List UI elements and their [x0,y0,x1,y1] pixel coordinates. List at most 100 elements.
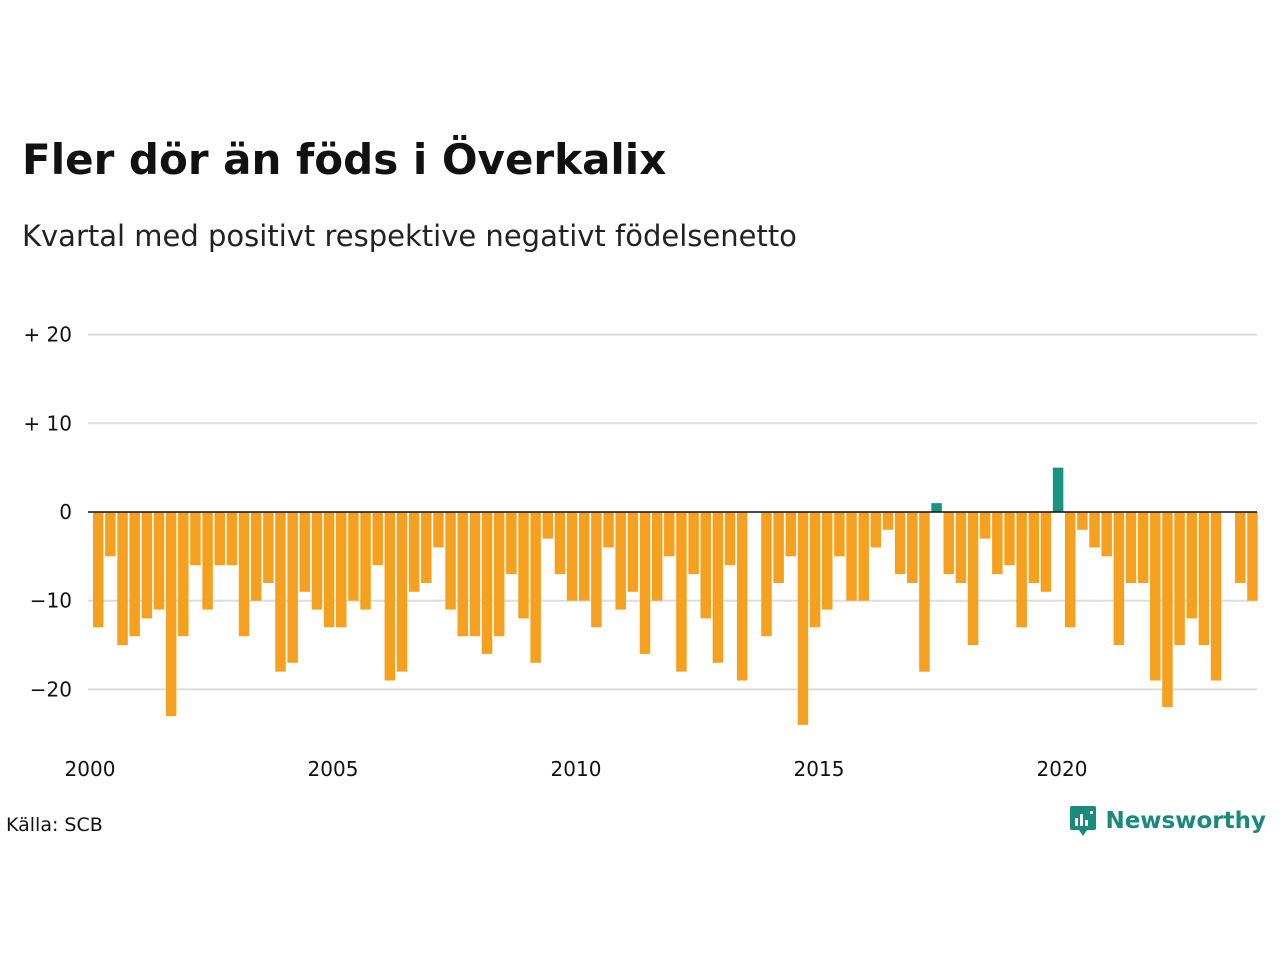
bar [858,512,869,601]
bar [955,512,967,583]
bar [129,512,140,637]
bar [967,512,979,646]
bar [822,512,833,610]
x-tick-label: 2020 [1037,757,1088,781]
bar [1089,512,1100,548]
y-tick-label: 0 [59,500,72,524]
bar [1052,467,1064,512]
bar [931,503,942,512]
y-tick-label: −20 [30,677,72,701]
bar [348,512,359,601]
brand[interactable]: Newsworthy [1069,804,1266,838]
bar [360,512,371,610]
bar [1040,512,1052,592]
bar [1065,512,1076,628]
source-note: Källa: SCB [6,814,103,836]
bar [651,512,663,601]
bar [1162,512,1173,708]
newsworthy-logo-icon [1070,806,1097,836]
bar [700,512,711,619]
bar [469,512,481,637]
bar [676,512,687,672]
x-tick-label: 2005 [308,757,359,781]
bar [396,512,408,672]
bar [214,512,225,566]
bar [882,512,894,530]
bar [1150,512,1161,681]
bar [336,512,347,628]
bar [712,512,724,663]
bar [105,512,116,557]
bar [190,512,201,566]
bar [481,512,493,654]
x-tick-label: 2010 [551,757,602,781]
bar [615,512,626,610]
bar [421,512,432,583]
y-tick-label: + 20 [23,323,72,347]
bar [894,512,906,575]
bar [943,512,954,575]
bar [834,512,845,557]
bar [846,512,857,601]
bar [1113,512,1125,646]
bar [773,512,784,583]
bar [797,512,809,725]
bar [664,512,675,557]
bar [372,512,383,566]
x-axis-ticks: 2000 2005 2010 2015 2020 [65,757,1088,781]
bar [992,512,1003,575]
bar [530,512,541,663]
chart-subtitle: Kvartal med positivt respektive negativt… [22,219,797,253]
bar [736,512,748,681]
bar [238,512,250,637]
bar [1137,512,1149,583]
bar [506,512,517,575]
bar [1235,512,1246,583]
bar [785,512,797,557]
bar [275,512,286,672]
bar [1077,512,1088,530]
bar [1247,512,1258,601]
bar [1028,512,1040,583]
x-tick-label: 2015 [794,757,845,781]
bar [287,512,298,663]
bar [408,512,420,592]
bar [226,512,238,566]
bar [93,512,104,628]
bar [433,512,444,548]
bar [117,512,128,646]
brand-name: Newsworthy [1105,808,1266,834]
bar [178,512,189,637]
bar [299,512,311,592]
bar [263,512,274,583]
bar [493,512,505,637]
bar [384,512,396,681]
bar [761,512,772,637]
bar [153,512,165,610]
bars [93,467,1258,725]
bar [566,512,578,601]
bar [1125,512,1137,583]
bar [579,512,590,601]
bar [518,512,529,619]
bar [1198,512,1210,646]
bar [870,512,882,548]
bar [250,512,262,601]
bar [202,512,213,610]
bar [724,512,736,566]
bar [165,512,177,717]
bar [141,512,153,619]
bar [919,512,930,672]
bar [1016,512,1027,628]
bar [445,512,456,610]
bar [1186,512,1197,619]
bar [311,512,323,610]
y-tick-label: + 10 [23,411,72,435]
x-tick-label: 2000 [65,757,116,781]
bar [627,512,639,592]
chart-title: Fler dör än föds i Överkalix [22,135,667,184]
bar [603,512,614,548]
bar-chart: + 20 + 10 0 −10 −20 2000 2005 2010 2015 2020 [23,323,1258,781]
bar [1210,512,1222,681]
y-axis-ticks: + 20 + 10 0 −10 −20 [23,323,72,702]
